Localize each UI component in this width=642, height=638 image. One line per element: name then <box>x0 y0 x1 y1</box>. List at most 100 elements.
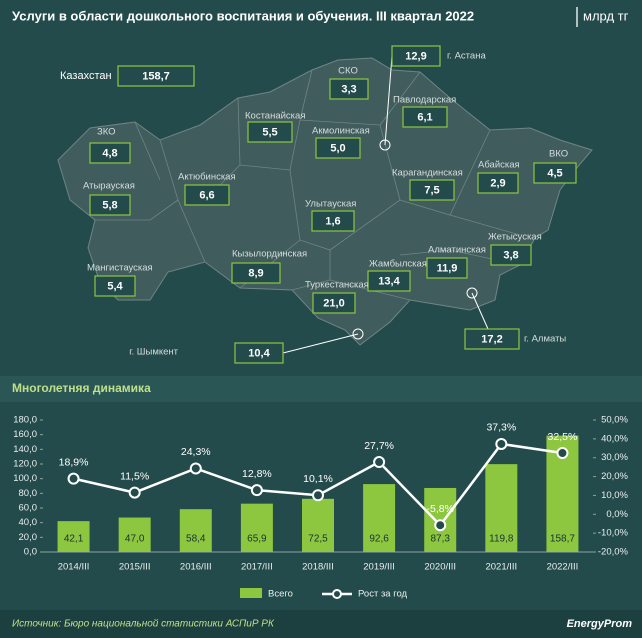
value-box <box>477 172 519 194</box>
bar <box>179 509 212 552</box>
region-value: 158,7 <box>142 70 170 82</box>
growth-label: -5,8% <box>427 503 454 515</box>
y2-tick-label: 50,0% <box>601 415 628 426</box>
value-box <box>94 275 136 297</box>
value-box <box>312 292 356 314</box>
legend-marker <box>332 589 342 599</box>
section-title: Многолетняя динамика <box>12 381 151 395</box>
growth-label: 12,8% <box>242 468 272 480</box>
region-name: Актюбинская <box>178 172 236 183</box>
x-tick-label: 2015/III <box>119 562 151 573</box>
region-name: Карагандинская <box>392 168 463 179</box>
value-box <box>391 45 441 67</box>
unit: млрд тг <box>583 8 629 23</box>
value-box <box>490 244 532 266</box>
bar <box>57 521 90 552</box>
region-value: 3,3 <box>341 83 356 95</box>
region-value: 4,5 <box>547 167 562 179</box>
region-name: ЗКО <box>97 127 116 138</box>
value-box <box>184 184 230 206</box>
value-box <box>311 210 355 232</box>
bar-label: 92,6 <box>369 534 389 545</box>
bar <box>485 464 518 552</box>
y2-tick-label: -10,0% <box>598 528 629 539</box>
y2-tick-label: 0,0% <box>606 509 628 520</box>
bar-label: 119,8 <box>489 534 514 545</box>
value-box <box>402 106 448 128</box>
y-tick-label: 180,0 <box>13 415 37 426</box>
region-value: 12,9 <box>405 50 426 62</box>
legend-label: Рост за год <box>358 589 408 600</box>
growth-label: 18,9% <box>59 456 89 468</box>
region-name: г. Алматы <box>524 334 566 345</box>
y-tick-label: 0,0 <box>24 547 37 558</box>
growth-label: 27,7% <box>364 440 394 452</box>
y-tick-label: 80,0 <box>19 488 38 499</box>
region-value: 2,9 <box>490 177 505 189</box>
y-tick-label: 120,0 <box>13 459 37 470</box>
x-tick-label: 2021/III <box>485 562 517 573</box>
x-tick-label: 2018/III <box>302 562 334 573</box>
bar-label: 58,4 <box>186 534 206 545</box>
y-tick-label: 20,0 <box>19 532 38 543</box>
y2-tick-label: -20,0% <box>598 547 629 558</box>
value-box <box>89 194 131 216</box>
region-value: 5,8 <box>102 199 117 211</box>
city-markers <box>282 55 489 354</box>
region-value: 21,0 <box>323 297 344 309</box>
legend-swatch <box>240 588 262 598</box>
value-box <box>409 179 455 201</box>
region-value: 5,4 <box>107 280 123 292</box>
bar-label: 87,3 <box>430 534 450 545</box>
value-box <box>234 342 284 364</box>
region-value: 5,0 <box>330 142 345 154</box>
region-value: 6,1 <box>417 111 432 123</box>
value-box <box>117 65 195 87</box>
growth-point <box>189 462 202 475</box>
region-value: 6,6 <box>199 189 214 201</box>
x-tick-label: 2014/III <box>58 562 90 573</box>
y2-tick-label: 20,0% <box>601 471 628 482</box>
region-name: г. Астана <box>447 51 486 62</box>
growth-label: 32,5% <box>548 431 578 443</box>
region-name: Улытауская <box>305 199 356 210</box>
region-value: 8,9 <box>248 267 263 279</box>
legend-label: Всего <box>268 589 293 600</box>
region-name: Абайская <box>478 160 520 171</box>
growth-point <box>67 472 80 485</box>
bar <box>302 498 334 552</box>
growth-label: 11,5% <box>120 470 149 482</box>
region-value: 7,5 <box>424 184 439 196</box>
growth-label: 37,3% <box>486 422 516 434</box>
y2-tick-label: 30,0% <box>601 452 628 463</box>
x-tick-label: 2020/III <box>424 562 456 573</box>
region-name: Туркестанская <box>305 280 369 291</box>
value-box <box>426 257 468 279</box>
y-tick-label: 60,0 <box>19 503 38 514</box>
bar-label: 158,7 <box>550 534 575 545</box>
bar <box>363 484 396 552</box>
region-name: Жетысуская <box>488 232 542 243</box>
region-value: 11,9 <box>437 262 458 274</box>
section-band <box>0 376 642 402</box>
bar <box>240 503 273 552</box>
bar-label: 42,1 <box>64 534 84 545</box>
region-name: Кызылординская <box>232 249 307 260</box>
growth-label: 24,3% <box>181 446 211 458</box>
region-name: Алматинская <box>428 245 486 256</box>
bar-label: 72,5 <box>308 534 328 545</box>
x-tick-label: 2019/III <box>363 562 395 573</box>
bar <box>118 517 151 552</box>
region-name: СКО <box>338 66 358 77</box>
growth-point <box>312 489 324 502</box>
region-value: 1,6 <box>325 215 340 227</box>
region-name: Павлодарская <box>393 95 456 106</box>
growth-point <box>556 447 569 459</box>
region-name: Атырауская <box>83 181 135 192</box>
y2-tick-label: 10,0% <box>601 490 628 501</box>
y2-tick-label: 40,0% <box>601 433 628 444</box>
region-value: 17,2 <box>481 333 502 345</box>
region-value: 3,8 <box>503 249 518 261</box>
value-box <box>247 121 293 143</box>
region-name: ВКО <box>549 149 568 160</box>
